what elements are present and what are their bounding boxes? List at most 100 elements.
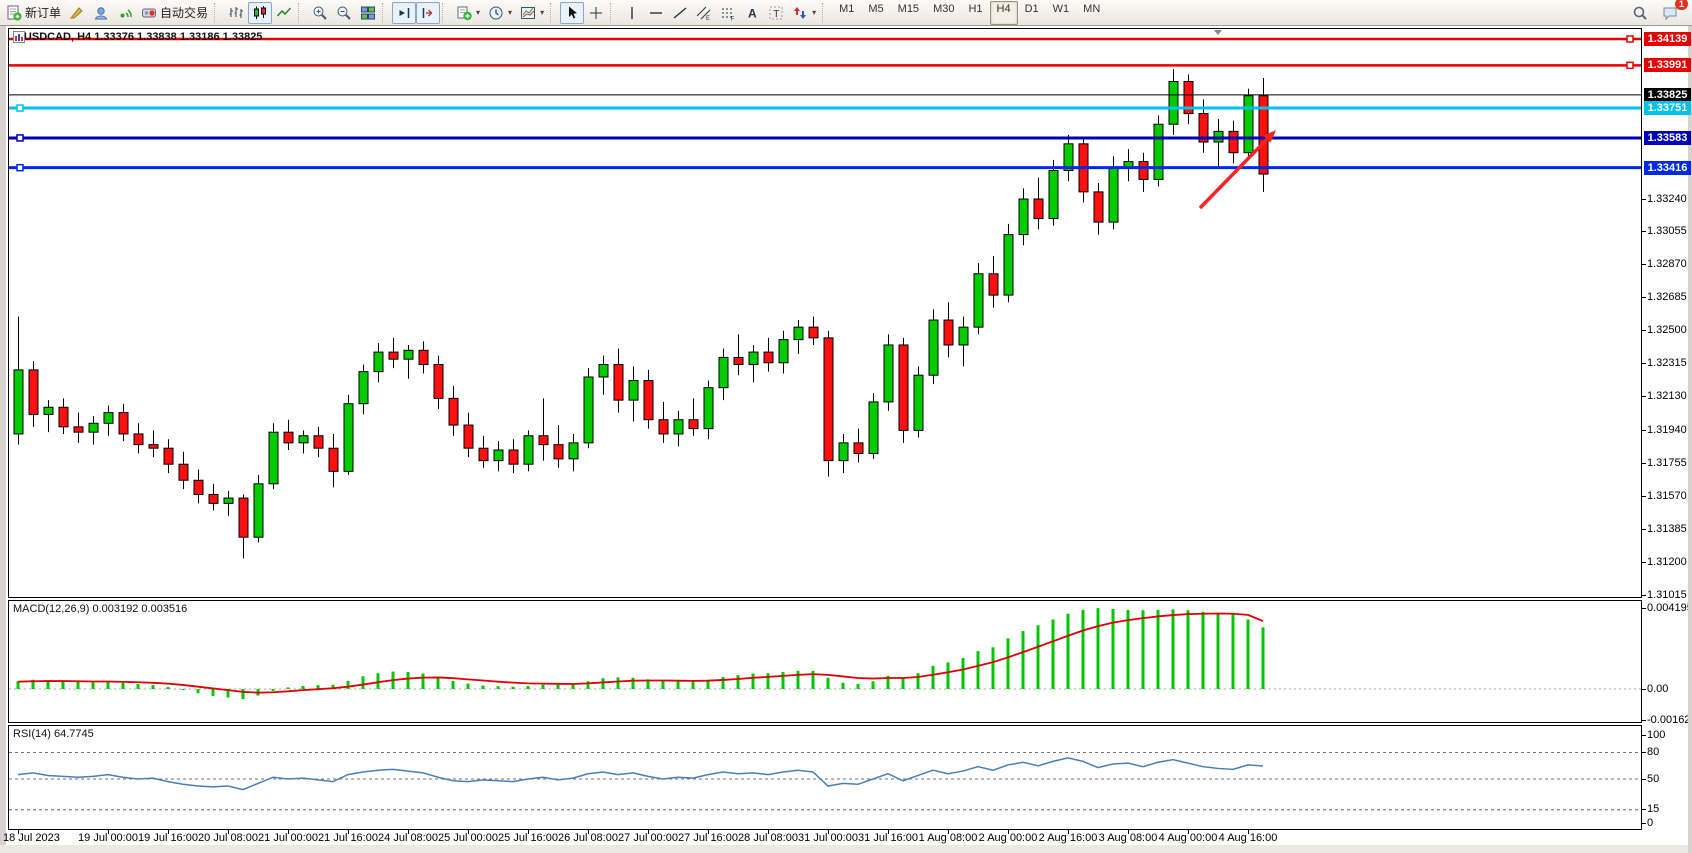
candle-up <box>883 344 894 403</box>
publisher-button[interactable] <box>89 2 113 24</box>
time-axis-tick <box>888 830 889 834</box>
arrows-caret-icon[interactable]: ▾ <box>812 8 817 17</box>
cursor-button[interactable] <box>560 1 585 24</box>
shapes-icon <box>794 6 807 19</box>
candle-down <box>643 380 654 421</box>
candle-down <box>313 435 324 449</box>
candle-up <box>958 326 969 346</box>
vertical-line-button[interactable] <box>620 2 644 24</box>
time-axis-tick <box>1188 830 1189 834</box>
time-axis-label: 24 Jul 08:00 <box>378 832 438 844</box>
chart-shift-marker <box>1214 30 1222 35</box>
periods-button[interactable]: ▾ <box>484 2 516 24</box>
labelT-icon: T <box>769 6 783 20</box>
indicators-button[interactable]: ▾ <box>452 2 484 24</box>
templates-button[interactable]: ▾ <box>516 2 548 24</box>
price-axis-tick <box>1642 198 1646 200</box>
time-axis-tick <box>588 830 589 834</box>
candle-up <box>268 431 279 485</box>
arrows-button[interactable]: ▾ <box>788 2 820 24</box>
timeframe-m30-button[interactable]: M30 <box>933 2 955 15</box>
price-axis-label: 1.31755 <box>1647 456 1687 469</box>
auto-trading-button[interactable]: 自动交易 <box>137 2 212 24</box>
candle-down <box>178 463 189 481</box>
templates-caret-icon[interactable]: ▾ <box>540 8 545 17</box>
candle-up <box>1168 81 1179 125</box>
timeframe-h4-button[interactable]: H4 <box>989 0 1018 25</box>
timeframe-mn-button[interactable]: MN <box>1083 2 1101 15</box>
search-button[interactable] <box>1628 2 1652 24</box>
zoom-in-button[interactable] <box>308 2 332 24</box>
rsi-line <box>17 757 1264 791</box>
candle-up <box>223 497 234 504</box>
equidistant-channel-button[interactable]: E <box>692 2 716 24</box>
chart-shift-button[interactable] <box>416 1 441 24</box>
new-order-label: 新订单 <box>25 6 62 20</box>
chat-button[interactable]: 1 <box>1658 0 1688 24</box>
price-axis-tick <box>1642 363 1646 365</box>
tile-windows-button[interactable] <box>356 2 380 24</box>
time-axis-label: 31 Jul 00:00 <box>798 832 858 844</box>
candle-up <box>373 351 384 373</box>
candle-down <box>853 442 864 455</box>
candle-up <box>1003 234 1014 296</box>
macd-axis-tick <box>1642 607 1646 609</box>
candle-down <box>658 419 669 435</box>
candle-up <box>523 435 534 465</box>
line-handle[interactable] <box>16 104 24 112</box>
svg-text:E: E <box>706 16 710 21</box>
status-strip <box>0 845 1692 853</box>
line-chart-button[interactable] <box>272 2 296 24</box>
periods-caret-icon[interactable]: ▾ <box>508 8 513 17</box>
macd-canvas <box>9 608 1641 700</box>
line-handle[interactable] <box>16 163 24 172</box>
window-left-edge <box>0 26 6 853</box>
candle-up <box>928 319 939 376</box>
trendline-button[interactable] <box>668 2 692 24</box>
horizontal-line-button[interactable] <box>644 2 668 24</box>
candle-down <box>118 412 129 435</box>
zoom-out-button[interactable] <box>332 2 356 24</box>
price-axis-label: 1.32315 <box>1647 357 1687 370</box>
timeframe-m15-button[interactable]: M15 <box>897 2 920 15</box>
vline-icon <box>631 6 633 19</box>
timeframe-w1-button[interactable]: W1 <box>1052 2 1070 15</box>
toolbar-separator <box>214 2 222 23</box>
line-handle[interactable] <box>16 134 24 142</box>
indicators-caret-icon[interactable]: ▾ <box>476 8 481 17</box>
timeframe-m5-button[interactable]: M5 <box>868 2 884 15</box>
publisher-icon <box>94 6 108 19</box>
text-button[interactable]: A <box>740 2 764 24</box>
crosshair-button[interactable] <box>584 2 608 24</box>
price-axis-tick <box>1642 429 1646 431</box>
time-axis-label: 18 Jul 2023 <box>3 832 60 844</box>
auto-scroll-button[interactable] <box>392 1 417 24</box>
timeframe-h1-button[interactable]: H1 <box>968 2 983 15</box>
timeframe-d1-button[interactable]: D1 <box>1024 2 1039 15</box>
trend-arrow[interactable] <box>1198 130 1276 210</box>
price-axis-tick <box>1642 231 1646 233</box>
macd-axis-label: -0.001625 <box>1647 713 1692 726</box>
time-axis-label: 27 Jul 00:00 <box>618 832 678 844</box>
new-order-icon <box>7 5 22 20</box>
candle-down <box>283 431 294 444</box>
new-order-button[interactable]: 新订单 <box>2 2 65 24</box>
time-axis-tick <box>528 830 529 834</box>
signals-button[interactable] <box>113 2 137 24</box>
rsi-axis-label: 0 <box>1647 816 1654 829</box>
text-label-button[interactable]: T <box>764 2 788 24</box>
time-axis-label: 2 Aug 16:00 <box>1038 832 1098 844</box>
cursor-icon <box>569 6 578 18</box>
timeframe-m1-button[interactable]: M1 <box>839 2 855 15</box>
price-axis-tick <box>1642 462 1646 464</box>
rsi-axis-tick <box>1642 778 1646 780</box>
search-icon <box>1633 6 1647 20</box>
styler-button[interactable] <box>65 2 89 24</box>
line-handle[interactable] <box>1626 35 1634 43</box>
fibonacci-button[interactable]: F <box>716 2 740 24</box>
candlestick-chart-button[interactable] <box>248 1 273 24</box>
candle-down <box>808 326 819 339</box>
bar-chart-button[interactable] <box>224 2 248 24</box>
candle-up <box>1123 161 1134 168</box>
line-handle[interactable] <box>1626 61 1634 70</box>
